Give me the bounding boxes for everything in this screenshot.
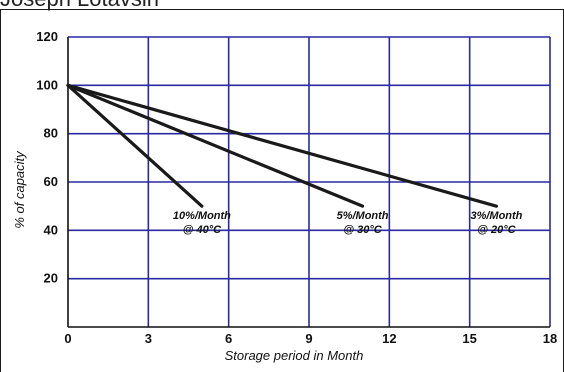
x-tick-label-1: 3 <box>145 331 152 346</box>
y-tick-label-2: 60 <box>44 174 58 189</box>
series-annotation-2-line-1: @ 20°C <box>477 224 516 236</box>
x-tick-label-2: 6 <box>225 331 232 346</box>
series-line-0 <box>66 83 204 208</box>
series-annotation-0-line-0: 10%/Month <box>173 210 231 222</box>
series-annotation-1-line-1: @ 30°C <box>343 224 382 236</box>
x-tick-label-0: 0 <box>64 331 71 346</box>
series-line-1 <box>66 83 365 208</box>
grid <box>68 36 551 327</box>
series-lines <box>66 83 499 208</box>
x-tick-label-4: 12 <box>382 331 396 346</box>
series-annotation-0-line-1: @ 40°C <box>183 224 222 236</box>
frame-top-border <box>0 9 564 10</box>
x-axis-label: Storage period in Month <box>225 348 364 363</box>
series-annotation-1-line-0: 5%/Month <box>337 210 389 222</box>
annotations: 10%/Month @ 40°C 5%/Month @ 30°C 3%/Month @ 2… <box>173 210 523 236</box>
y-tick-label-3: 80 <box>44 126 58 141</box>
tick-labels: 20 40 60 80 100 120 0 3 6 9 12 15 18 <box>36 29 557 346</box>
x-tick-label-3: 9 <box>305 331 312 346</box>
y-tick-label-4: 100 <box>36 77 58 92</box>
x-tick-label-5: 15 <box>462 331 476 346</box>
y-tick-label-5: 120 <box>36 29 58 44</box>
y-tick-label-1: 40 <box>44 222 58 237</box>
frame-left-border <box>0 9 1 372</box>
y-tick-label-0: 20 <box>44 271 58 286</box>
y-axis-label: % of capacity <box>12 150 27 229</box>
series-line-2 <box>66 83 499 208</box>
x-tick-label-6: 18 <box>543 331 557 346</box>
top-caption: Joseph Lotavsin <box>0 0 159 12</box>
series-annotation-2-line-0: 3%/Month <box>470 210 522 222</box>
